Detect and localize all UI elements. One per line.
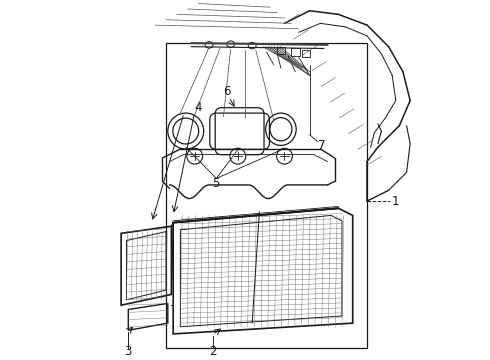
Bar [276, 47, 285, 54]
Text: 6: 6 [223, 85, 231, 98]
Text: 7: 7 [318, 139, 326, 152]
Ellipse shape [227, 41, 235, 48]
Text: 5: 5 [213, 177, 220, 190]
Circle shape [187, 148, 203, 164]
Text: 3: 3 [124, 345, 132, 358]
Text: 4: 4 [195, 101, 202, 114]
Bar [291, 49, 299, 56]
Text: 1: 1 [392, 194, 399, 208]
Circle shape [276, 148, 293, 164]
Text: 2: 2 [209, 345, 217, 358]
Ellipse shape [248, 42, 256, 49]
Bar [166, 43, 367, 348]
Circle shape [230, 148, 245, 164]
Bar [302, 50, 310, 58]
Ellipse shape [205, 42, 213, 48]
